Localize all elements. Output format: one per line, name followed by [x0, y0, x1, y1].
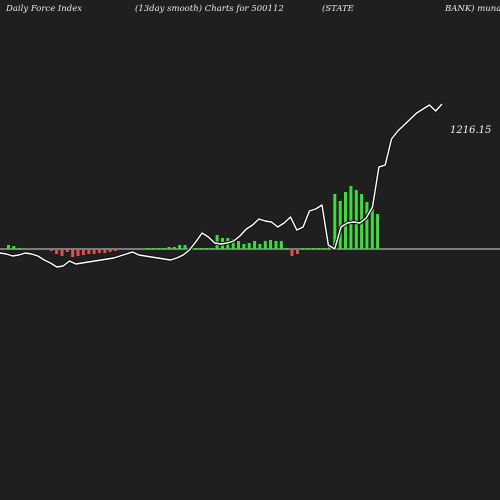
force-bar-31	[172, 247, 176, 249]
price-line	[0, 103, 443, 268]
force-bar-60	[328, 247, 331, 249]
force-bar-52	[285, 248, 289, 249]
force-bar-5	[33, 249, 37, 250]
force-bar-0	[7, 245, 10, 249]
force-bar-21	[119, 249, 123, 250]
smoothing-title: (13day smooth) Charts for 500112	[135, 4, 284, 14]
force-bar-56	[306, 248, 310, 249]
force-bar-11	[65, 249, 69, 252]
force-bar-8	[49, 249, 53, 251]
force-bar-43	[237, 241, 240, 249]
force-bar-10	[60, 249, 64, 256]
force-bar-65	[354, 190, 358, 249]
force-bar-30	[167, 247, 171, 249]
force-bar-32	[178, 245, 182, 249]
force-bar-59	[322, 248, 326, 249]
force-bar-24	[135, 249, 139, 250]
force-bar-69	[376, 214, 380, 249]
force-bar-17	[97, 249, 101, 253]
force-bar-18	[103, 249, 107, 253]
force-bar-67	[365, 202, 369, 249]
force-bar-42	[231, 239, 235, 249]
force-bar-54	[295, 249, 299, 254]
force-bar-16	[92, 249, 96, 254]
force-bar-35	[194, 248, 198, 249]
force-bar-61	[333, 194, 337, 249]
force-bar-3	[23, 249, 26, 250]
force-bar-6	[39, 249, 43, 250]
force-bar-44	[242, 244, 246, 249]
force-bar-27	[151, 248, 155, 249]
force-bar-48	[263, 241, 267, 249]
indicator-title: Daily Force Index	[6, 4, 83, 14]
force-bar-68	[370, 209, 374, 249]
force-bar-9	[55, 249, 59, 254]
force-bar-12	[71, 249, 75, 257]
force-bar-64	[349, 186, 353, 249]
force-bar-50	[274, 241, 278, 249]
force-bar-2	[17, 248, 21, 249]
force-bar-26	[146, 248, 150, 249]
force-bar-47	[258, 244, 262, 249]
force-bar-46	[253, 241, 257, 249]
force-bar-62	[338, 201, 342, 249]
force-bar-23	[130, 249, 134, 250]
force-bar-4	[28, 249, 32, 250]
force-bar-15	[87, 249, 91, 254]
force-bar-22	[124, 249, 128, 250]
force-bar-58	[317, 248, 321, 249]
force-bar-57	[311, 248, 315, 249]
force-bar-55	[301, 248, 305, 249]
force-bar-38	[210, 248, 214, 249]
force-bar-19	[108, 249, 112, 252]
force-bar-36	[199, 248, 203, 249]
last-price-label: 1216.15	[450, 125, 491, 136]
force-bar-45	[247, 243, 251, 249]
force-bar-37	[204, 248, 208, 249]
force-bar-7	[44, 249, 48, 250]
force-bar-49	[269, 240, 273, 249]
force-bar-20	[114, 249, 117, 251]
force-bar-25	[140, 249, 144, 250]
force-bar-33	[183, 245, 187, 249]
force-bar-29	[162, 248, 166, 249]
force-bar-63	[344, 192, 347, 249]
force-bar-1	[12, 246, 16, 249]
force-bar-28	[156, 248, 160, 249]
company-title-close: BANK) munafa	[445, 4, 500, 14]
company-title-open: (STATE	[322, 4, 354, 14]
force-bar-14	[81, 249, 85, 255]
force-bar-13	[76, 249, 80, 256]
force-bar-51	[279, 241, 283, 249]
force-bar-53	[290, 249, 294, 256]
